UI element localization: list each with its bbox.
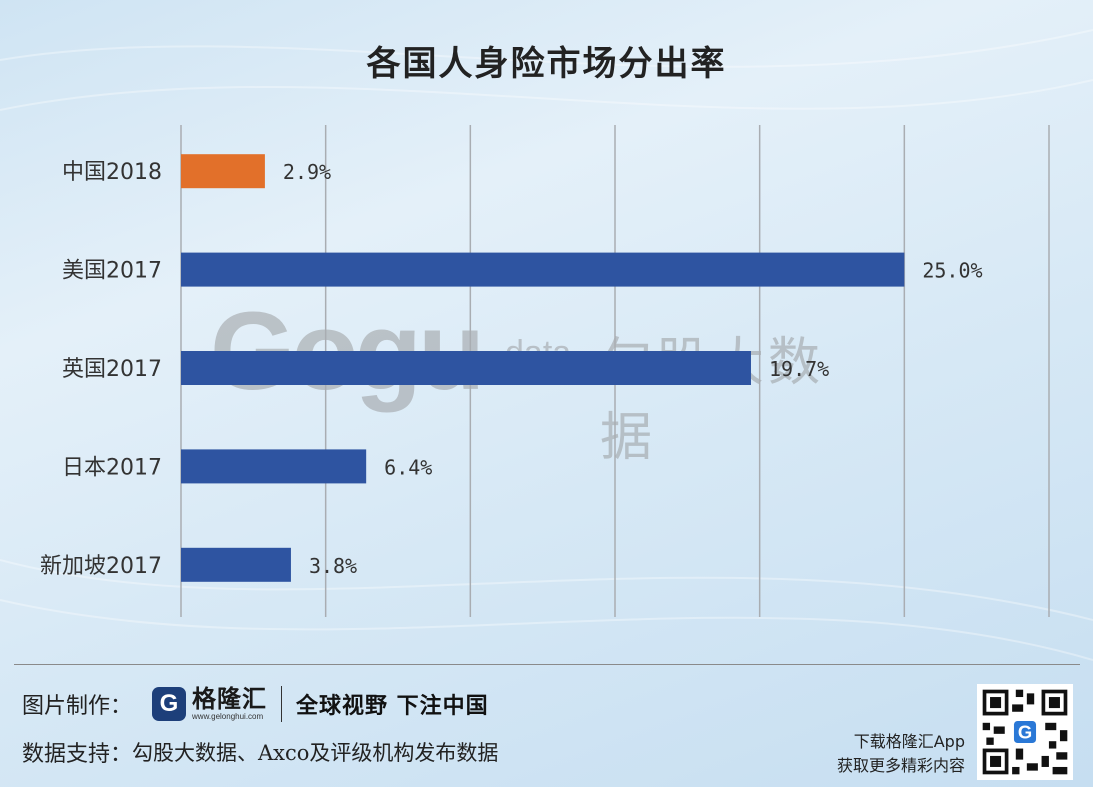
made-by-label: 图片制作：	[22, 694, 133, 719]
chart-title: 各国人身险市场分出率	[366, 44, 727, 84]
brand: G 格隆汇 www.gelonghui.com	[152, 686, 267, 722]
source-label: 数据支持：	[22, 742, 133, 767]
source-text: 勾股大数据、Axco及评级机构发布数据	[132, 741, 499, 765]
qr-code-icon: G	[977, 684, 1073, 780]
data-label: 6.4%	[384, 455, 432, 479]
category-label: 日本2017	[62, 455, 162, 480]
app-more-text: 获取更多精彩内容	[836, 756, 965, 775]
bar	[181, 449, 367, 484]
category-label: 中国2018	[62, 160, 162, 185]
data-label: 25.0%	[922, 259, 982, 283]
category-label: 新加坡2017	[40, 554, 162, 579]
bar	[181, 547, 291, 582]
footer-divider	[14, 664, 1080, 665]
data-label: 3.8%	[309, 554, 357, 578]
brand-separator	[281, 686, 283, 722]
bar	[181, 154, 265, 189]
bar	[181, 252, 905, 287]
brand-name: 格隆汇	[192, 685, 268, 713]
footer-credits: 图片制作： G 格隆汇 www.gelonghui.com 全球视野 下注中国	[22, 684, 489, 724]
category-label: 英国2017	[62, 357, 162, 382]
footer-source: 数据支持： 勾股大数据、Axco及评级机构发布数据	[22, 736, 498, 768]
bar	[181, 351, 751, 385]
gelonghui-logo-icon: G	[152, 687, 187, 721]
svg-text:G: G	[1018, 721, 1032, 742]
slogan: 全球视野 下注中国	[296, 694, 489, 719]
data-label: 19.7%	[769, 357, 829, 381]
category-label: 美国2017	[62, 259, 162, 284]
app-download-text: 下载格隆汇App	[853, 732, 965, 751]
data-label: 2.9%	[283, 160, 331, 184]
bar-chart: 中国2018 2.9% 美国2017 25.0% 英国2017 19.7% 日本2017 6.…	[40, 125, 1050, 617]
brand-url: www.gelonghui.com	[192, 712, 264, 721]
